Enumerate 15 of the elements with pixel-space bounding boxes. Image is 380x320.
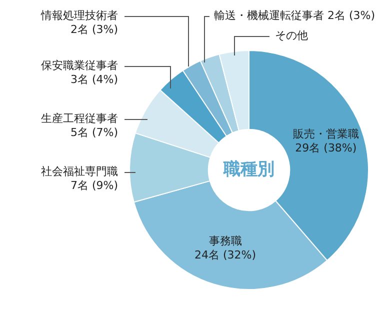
slice-label: 販売・営業職 (292, 127, 359, 140)
data-label: 2名 (3%) (70, 22, 118, 36)
slice-label: 事務職 (208, 234, 242, 248)
slice-label: 社会福祉専門職 (41, 164, 118, 178)
slice-label: 情報処理技術者 (40, 8, 118, 22)
data-label: 24名 (32%) (194, 248, 256, 262)
slice-label: 輸送・機械運転従事者 2名 (3%) (214, 8, 376, 22)
slice-label: 生産工程従事者 (41, 112, 118, 125)
slice-label: その他 (275, 28, 308, 42)
data-label: 29名 (38%) (295, 141, 357, 154)
data-label: 7名 (9%) (70, 178, 118, 192)
slice-label: 保安職業従事者 (41, 58, 118, 72)
data-label: 3名 (4%) (70, 72, 118, 86)
data-label: 5名 (7%) (70, 126, 118, 139)
text: 職種別 (222, 159, 274, 180)
